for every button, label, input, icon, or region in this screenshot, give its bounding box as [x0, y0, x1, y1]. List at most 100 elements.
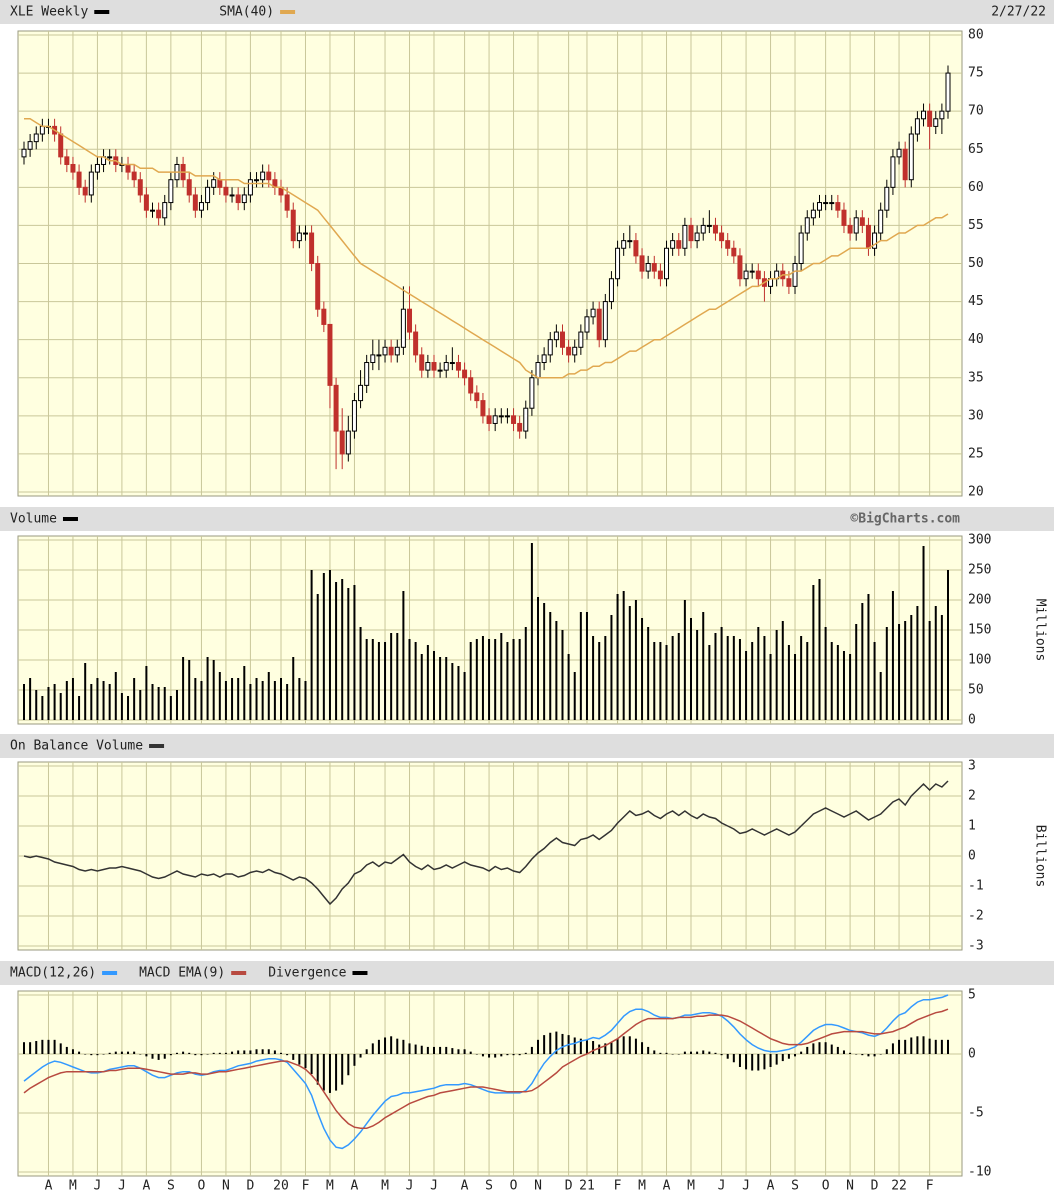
candle-body — [847, 224, 853, 234]
candle-body — [902, 148, 908, 181]
bar — [567, 654, 570, 720]
bar — [157, 1054, 160, 1060]
bar — [359, 1054, 362, 1058]
bar — [347, 588, 350, 720]
bar — [280, 678, 283, 720]
bar — [102, 681, 105, 720]
bar — [616, 1038, 619, 1054]
candle-body — [88, 171, 94, 196]
x-tick-label: N — [846, 1179, 854, 1194]
candle-body — [315, 263, 321, 310]
candle-body — [829, 202, 835, 205]
bar — [622, 591, 625, 720]
candle-body — [388, 346, 394, 356]
bar — [127, 696, 130, 720]
bar — [469, 642, 472, 720]
candle-body — [884, 186, 890, 211]
bar — [481, 636, 484, 720]
candle-body — [339, 430, 345, 455]
bar — [683, 1051, 686, 1054]
bar — [157, 687, 160, 720]
candle-body — [688, 224, 694, 242]
candle-body — [657, 270, 663, 280]
bar — [114, 672, 117, 720]
bar — [432, 1046, 435, 1054]
candle-body — [908, 133, 914, 181]
bar — [488, 1054, 491, 1058]
bar — [163, 687, 166, 720]
bar — [873, 642, 876, 720]
bar — [800, 1051, 803, 1054]
bar — [824, 627, 827, 720]
bar — [622, 1036, 625, 1054]
bar — [689, 1051, 692, 1054]
bar — [255, 678, 258, 720]
candle-body — [437, 369, 443, 372]
bar — [891, 591, 894, 720]
bar — [365, 639, 368, 720]
candle-body — [719, 232, 725, 242]
bar — [206, 1054, 209, 1055]
bar — [457, 1049, 460, 1054]
candle-body — [816, 202, 822, 211]
y-tick-label: 30 — [968, 408, 984, 423]
bar — [561, 1033, 564, 1054]
bar — [408, 639, 411, 720]
bar — [641, 1042, 644, 1054]
y-tick-label: 20 — [968, 485, 984, 500]
bar — [665, 645, 668, 720]
bar — [206, 657, 209, 720]
x-tick-label: A — [45, 1179, 53, 1194]
candle-body — [327, 323, 333, 386]
y-tick-label: 200 — [968, 593, 991, 608]
bar — [891, 1043, 894, 1054]
bar — [341, 1054, 344, 1085]
candle-body — [474, 392, 480, 402]
bar — [231, 678, 234, 720]
bar — [604, 1043, 607, 1054]
bar — [842, 651, 845, 720]
bar — [420, 1045, 423, 1054]
candle-body — [486, 415, 492, 424]
bar — [151, 1054, 154, 1059]
candle-body — [143, 194, 149, 211]
candle-body — [529, 377, 535, 409]
candle-body — [468, 377, 474, 394]
candle-body — [602, 301, 608, 341]
bar — [714, 633, 717, 720]
candle-body — [596, 308, 602, 341]
bar — [426, 645, 429, 720]
candle-body — [58, 133, 64, 158]
y-tick-label: 25 — [968, 446, 984, 461]
candle-body — [639, 255, 645, 272]
candle-body — [615, 247, 621, 280]
bar — [812, 1043, 815, 1054]
bar — [47, 687, 50, 720]
bar — [224, 1052, 227, 1054]
bar — [732, 636, 735, 720]
bar — [439, 657, 442, 720]
candle-body — [223, 186, 229, 196]
candle-body — [358, 384, 364, 402]
bar — [439, 1046, 442, 1054]
candle-body — [743, 270, 749, 280]
bar — [726, 636, 729, 720]
bar — [328, 1054, 331, 1093]
series-line — [23, 780, 949, 906]
bar — [671, 1054, 674, 1055]
x-tick-label: 21 — [579, 1179, 595, 1194]
bar — [836, 645, 839, 720]
candle-body — [523, 407, 529, 432]
bar — [537, 1039, 540, 1054]
bar — [182, 1051, 185, 1054]
bar — [898, 624, 901, 720]
bar — [585, 1039, 588, 1054]
bar — [71, 678, 74, 720]
candle-body — [192, 194, 198, 211]
y-tick-label: 45 — [968, 294, 984, 309]
bar — [830, 642, 833, 720]
candle-body — [431, 362, 437, 371]
y-tick-label: 65 — [968, 142, 984, 157]
legend-label: SMA(40) — [219, 5, 274, 20]
bar — [114, 1051, 117, 1054]
